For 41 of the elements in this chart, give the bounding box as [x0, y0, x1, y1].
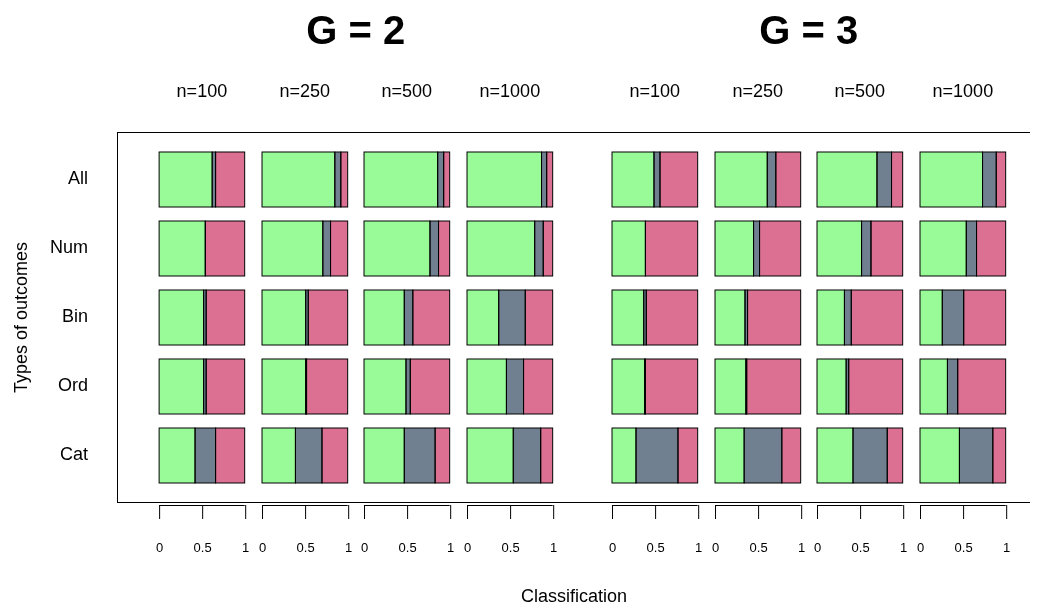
- x-tick-label: 0.5: [501, 539, 520, 555]
- chart-title: n=100: [629, 80, 681, 101]
- x-tick-label: 1: [549, 539, 557, 555]
- y-tick-label: Ord: [58, 375, 89, 396]
- x-tick-label: 1: [797, 539, 805, 555]
- chart-title: n=1000: [932, 80, 993, 101]
- x-tick-label: 0.5: [851, 539, 870, 555]
- x-tick-label: 1: [1002, 539, 1010, 555]
- x-tick-label: 1: [900, 539, 908, 555]
- x-tick-label: 0.5: [954, 539, 973, 555]
- x-tick-label: 0: [156, 539, 164, 555]
- chart-title: n=250: [279, 80, 330, 101]
- chart-title: n=1000: [479, 80, 540, 101]
- text: G = 3: [758, 8, 860, 53]
- x-tick-label: 0.5: [193, 539, 212, 555]
- text: G = 2: [305, 8, 407, 53]
- x-tick-label: 0: [463, 539, 471, 555]
- x-tick-label: 0: [814, 539, 822, 555]
- x-tick-label: 1: [344, 539, 352, 555]
- x-tick-label: 0: [258, 539, 266, 555]
- x-tick-label: 0.5: [749, 539, 768, 555]
- y-axis-title: Types of outcomes: [10, 241, 31, 394]
- y-tick-label: Cat: [60, 444, 89, 465]
- x-axis-title: Classification: [519, 586, 628, 607]
- x-tick-label: 0.5: [296, 539, 315, 555]
- x-tick-label: 0.5: [398, 539, 417, 555]
- x-tick-label: 0: [608, 539, 617, 555]
- chart-title: n=500: [381, 80, 433, 101]
- y-tick-label: Bin: [62, 306, 89, 327]
- x-tick-label: 0: [361, 539, 369, 555]
- x-tick-label: 1: [242, 539, 250, 555]
- chart-title: n=100: [176, 80, 228, 101]
- x-tick-label: 0: [711, 539, 719, 555]
- y-tick-label: Num: [50, 237, 89, 258]
- x-tick-label: 0: [916, 539, 924, 555]
- x-tick-label: 1: [447, 539, 455, 555]
- y-tick-label: All: [68, 168, 89, 189]
- chart-title: n=250: [732, 80, 783, 101]
- chart-title: n=500: [834, 80, 886, 101]
- x-tick-label: 0.5: [646, 539, 665, 555]
- x-tick-label: 1: [695, 539, 703, 555]
